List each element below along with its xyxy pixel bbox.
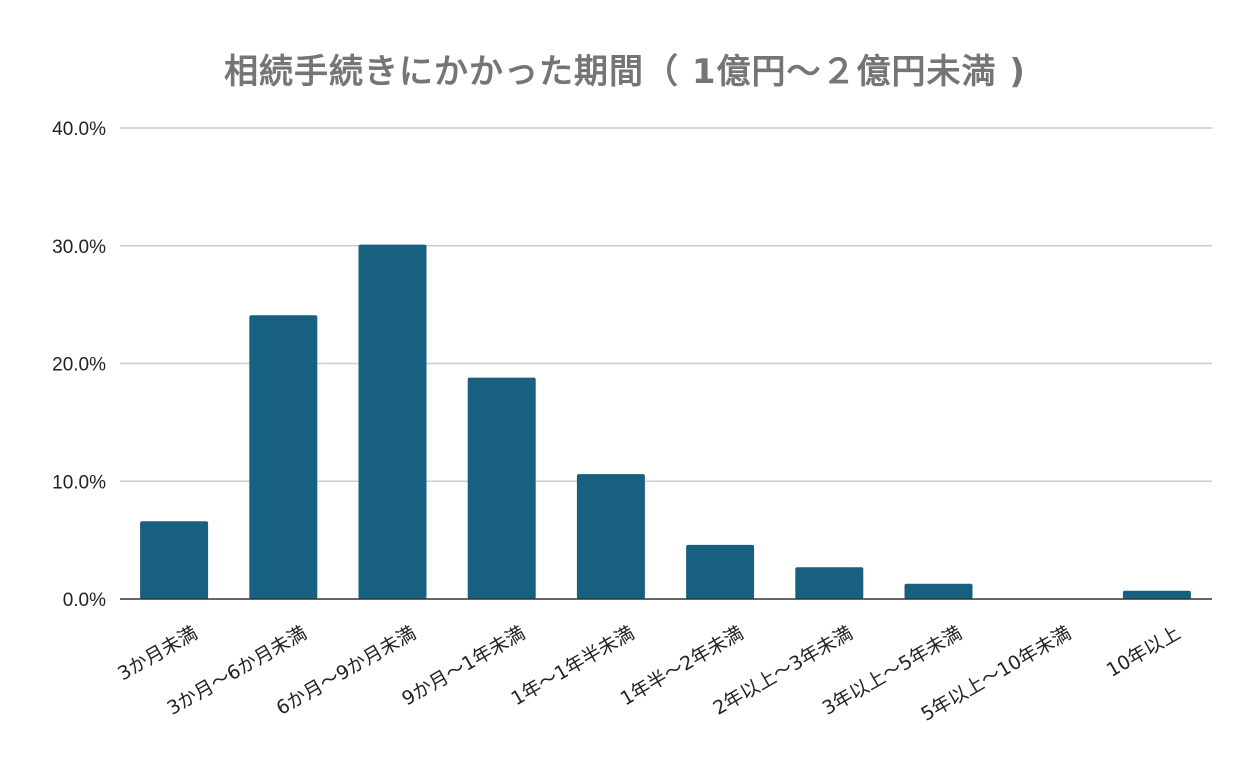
x-tick-label: 9か月～1年未満: [398, 622, 529, 710]
bar: [140, 521, 209, 599]
y-tick-label: 30.0%: [52, 237, 106, 258]
bar: [358, 244, 427, 599]
x-tick-label: 3か月未満: [114, 622, 201, 685]
bar: [904, 583, 973, 599]
bar: [1122, 590, 1191, 599]
y-tick-label: 10.0%: [52, 472, 106, 493]
y-tick-label: 40.0%: [52, 119, 106, 140]
bar: [249, 315, 318, 599]
y-tick-label: 20.0%: [52, 355, 106, 376]
bar: [576, 474, 645, 599]
y-tick-label: 0.0%: [63, 590, 106, 611]
bar: [467, 377, 536, 599]
chart-title: 相続手続きにかかった期間（ 1億円～２億円未満 ): [224, 52, 1026, 92]
bar: [795, 567, 864, 599]
bars: [140, 244, 1191, 599]
bar: [686, 544, 755, 599]
axes: 0.0%10.0%20.0%30.0%40.0%3か月未満3か月～6か月未満6か…: [52, 119, 1212, 726]
x-tick-label: 1年～1年半未満: [508, 622, 639, 710]
x-tick-label: 10年以上: [1103, 622, 1184, 682]
